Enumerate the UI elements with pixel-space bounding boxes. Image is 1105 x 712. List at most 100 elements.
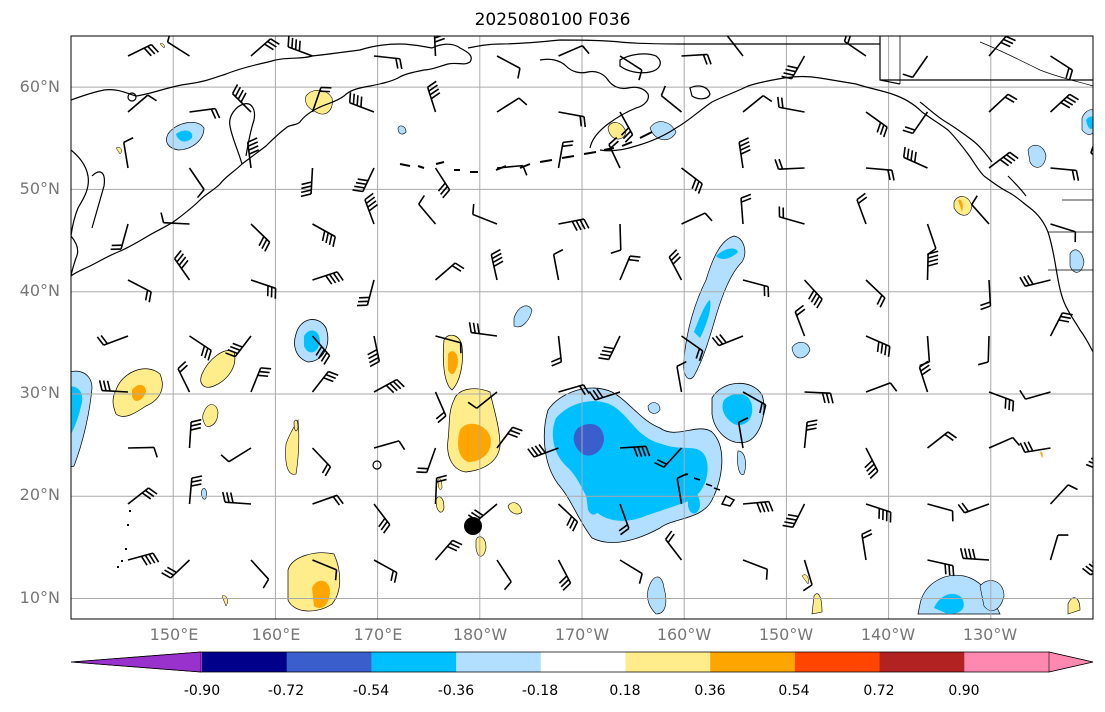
shaded-field xyxy=(71,43,1093,615)
wind-barb xyxy=(1049,534,1069,561)
colorbar-bin xyxy=(200,652,202,672)
wind-barb xyxy=(802,559,813,592)
gridlines xyxy=(71,36,1093,619)
wind-barb xyxy=(902,55,929,79)
wind-barb xyxy=(774,158,805,171)
wind-barb xyxy=(865,335,891,357)
wind-barb xyxy=(927,503,954,522)
wind-barb xyxy=(777,96,805,113)
wind-barb xyxy=(864,447,879,479)
wind-barb xyxy=(161,559,191,579)
wind-barb xyxy=(472,203,498,225)
colorbar-tick-label: 0.90 xyxy=(948,683,980,699)
wind-barb xyxy=(988,36,1016,57)
wind-barb xyxy=(127,552,160,566)
wind-barb xyxy=(373,559,398,583)
wind-barb xyxy=(225,335,252,358)
plot-frame xyxy=(70,35,1094,620)
wind-barb xyxy=(619,55,643,81)
wind-barb xyxy=(926,223,937,256)
wind-barb xyxy=(557,559,572,591)
wind-barb xyxy=(861,529,873,561)
wind-barb xyxy=(496,55,521,79)
wind-barb xyxy=(803,419,818,449)
wind-barb xyxy=(173,249,191,281)
wind-barb xyxy=(418,194,437,225)
wind-barb xyxy=(250,367,272,393)
wind-barb xyxy=(668,249,683,281)
colorbar-bin xyxy=(286,652,372,672)
wind-barb xyxy=(740,193,752,225)
wind-barb xyxy=(312,223,337,247)
wind-barb xyxy=(782,503,806,529)
wind-barb xyxy=(681,53,712,65)
map-title: 2025080100 F036 xyxy=(474,10,631,30)
wind-barb xyxy=(742,500,774,513)
wind-barb xyxy=(676,360,687,393)
wind-barb xyxy=(926,250,939,281)
wind-barb xyxy=(435,335,462,354)
wind-barb xyxy=(496,97,528,113)
wind-barb xyxy=(434,262,465,281)
wind-barb xyxy=(676,473,687,505)
wind-barb xyxy=(177,360,191,393)
wind-barb xyxy=(619,445,651,458)
lon-label: 160°E xyxy=(251,625,301,644)
colorbar-extend-max xyxy=(1048,651,1094,673)
wind-barb xyxy=(959,547,990,561)
wind-barb xyxy=(110,223,129,251)
wind-barb xyxy=(189,335,212,361)
lat-label: 40°N xyxy=(19,281,60,300)
wind-barb xyxy=(737,417,749,449)
wind-barb xyxy=(778,206,805,225)
wind-barb xyxy=(557,140,574,169)
colorbar-bin xyxy=(794,652,881,672)
wind-barb xyxy=(1049,312,1073,337)
wind-barb xyxy=(364,192,378,225)
wind-barb xyxy=(356,279,375,307)
wind-barb xyxy=(467,391,498,409)
wind-barb xyxy=(1050,55,1074,81)
wind-barb xyxy=(619,111,634,143)
colorbar-bin xyxy=(710,652,796,672)
wind-barb xyxy=(98,380,129,393)
wind-barb xyxy=(971,195,990,225)
wind-barb xyxy=(865,382,898,393)
wind-barb xyxy=(550,335,563,367)
wind-barb xyxy=(373,503,391,534)
wind-barb xyxy=(127,487,158,505)
wind-barb xyxy=(127,279,152,303)
wind-barb xyxy=(188,475,203,505)
wind-barb xyxy=(804,391,834,404)
wind-barb xyxy=(681,167,703,194)
wind-barb xyxy=(352,167,375,193)
colorbar-bin xyxy=(625,652,711,672)
wind-barb xyxy=(311,86,332,113)
lon-label: 140°W xyxy=(860,625,916,644)
wind-barb xyxy=(988,391,1015,412)
wind-barb xyxy=(988,93,1018,113)
wind-barb xyxy=(1019,389,1051,400)
wind-barb xyxy=(311,335,331,365)
wind-barb xyxy=(373,378,405,394)
wind-barb xyxy=(918,360,931,393)
coastlines xyxy=(71,36,1093,568)
wind-barb xyxy=(231,84,252,113)
colorbar-bin xyxy=(964,652,1050,672)
wind-barb xyxy=(927,431,957,449)
wind-barbs xyxy=(96,36,1093,592)
wind-barb xyxy=(1019,441,1051,454)
wind-barb xyxy=(300,167,314,198)
wind-barb xyxy=(527,444,559,458)
lon-label: 130°W xyxy=(962,625,1018,644)
wind-barb xyxy=(373,55,403,70)
wind-barb xyxy=(1050,167,1080,181)
wind-barb xyxy=(127,43,160,57)
wind-barb xyxy=(188,418,202,449)
wind-barb xyxy=(189,107,221,119)
wind-barb xyxy=(977,335,990,366)
wind-barb xyxy=(160,212,190,225)
wind-barb xyxy=(367,335,381,368)
wind-barb xyxy=(558,44,590,57)
